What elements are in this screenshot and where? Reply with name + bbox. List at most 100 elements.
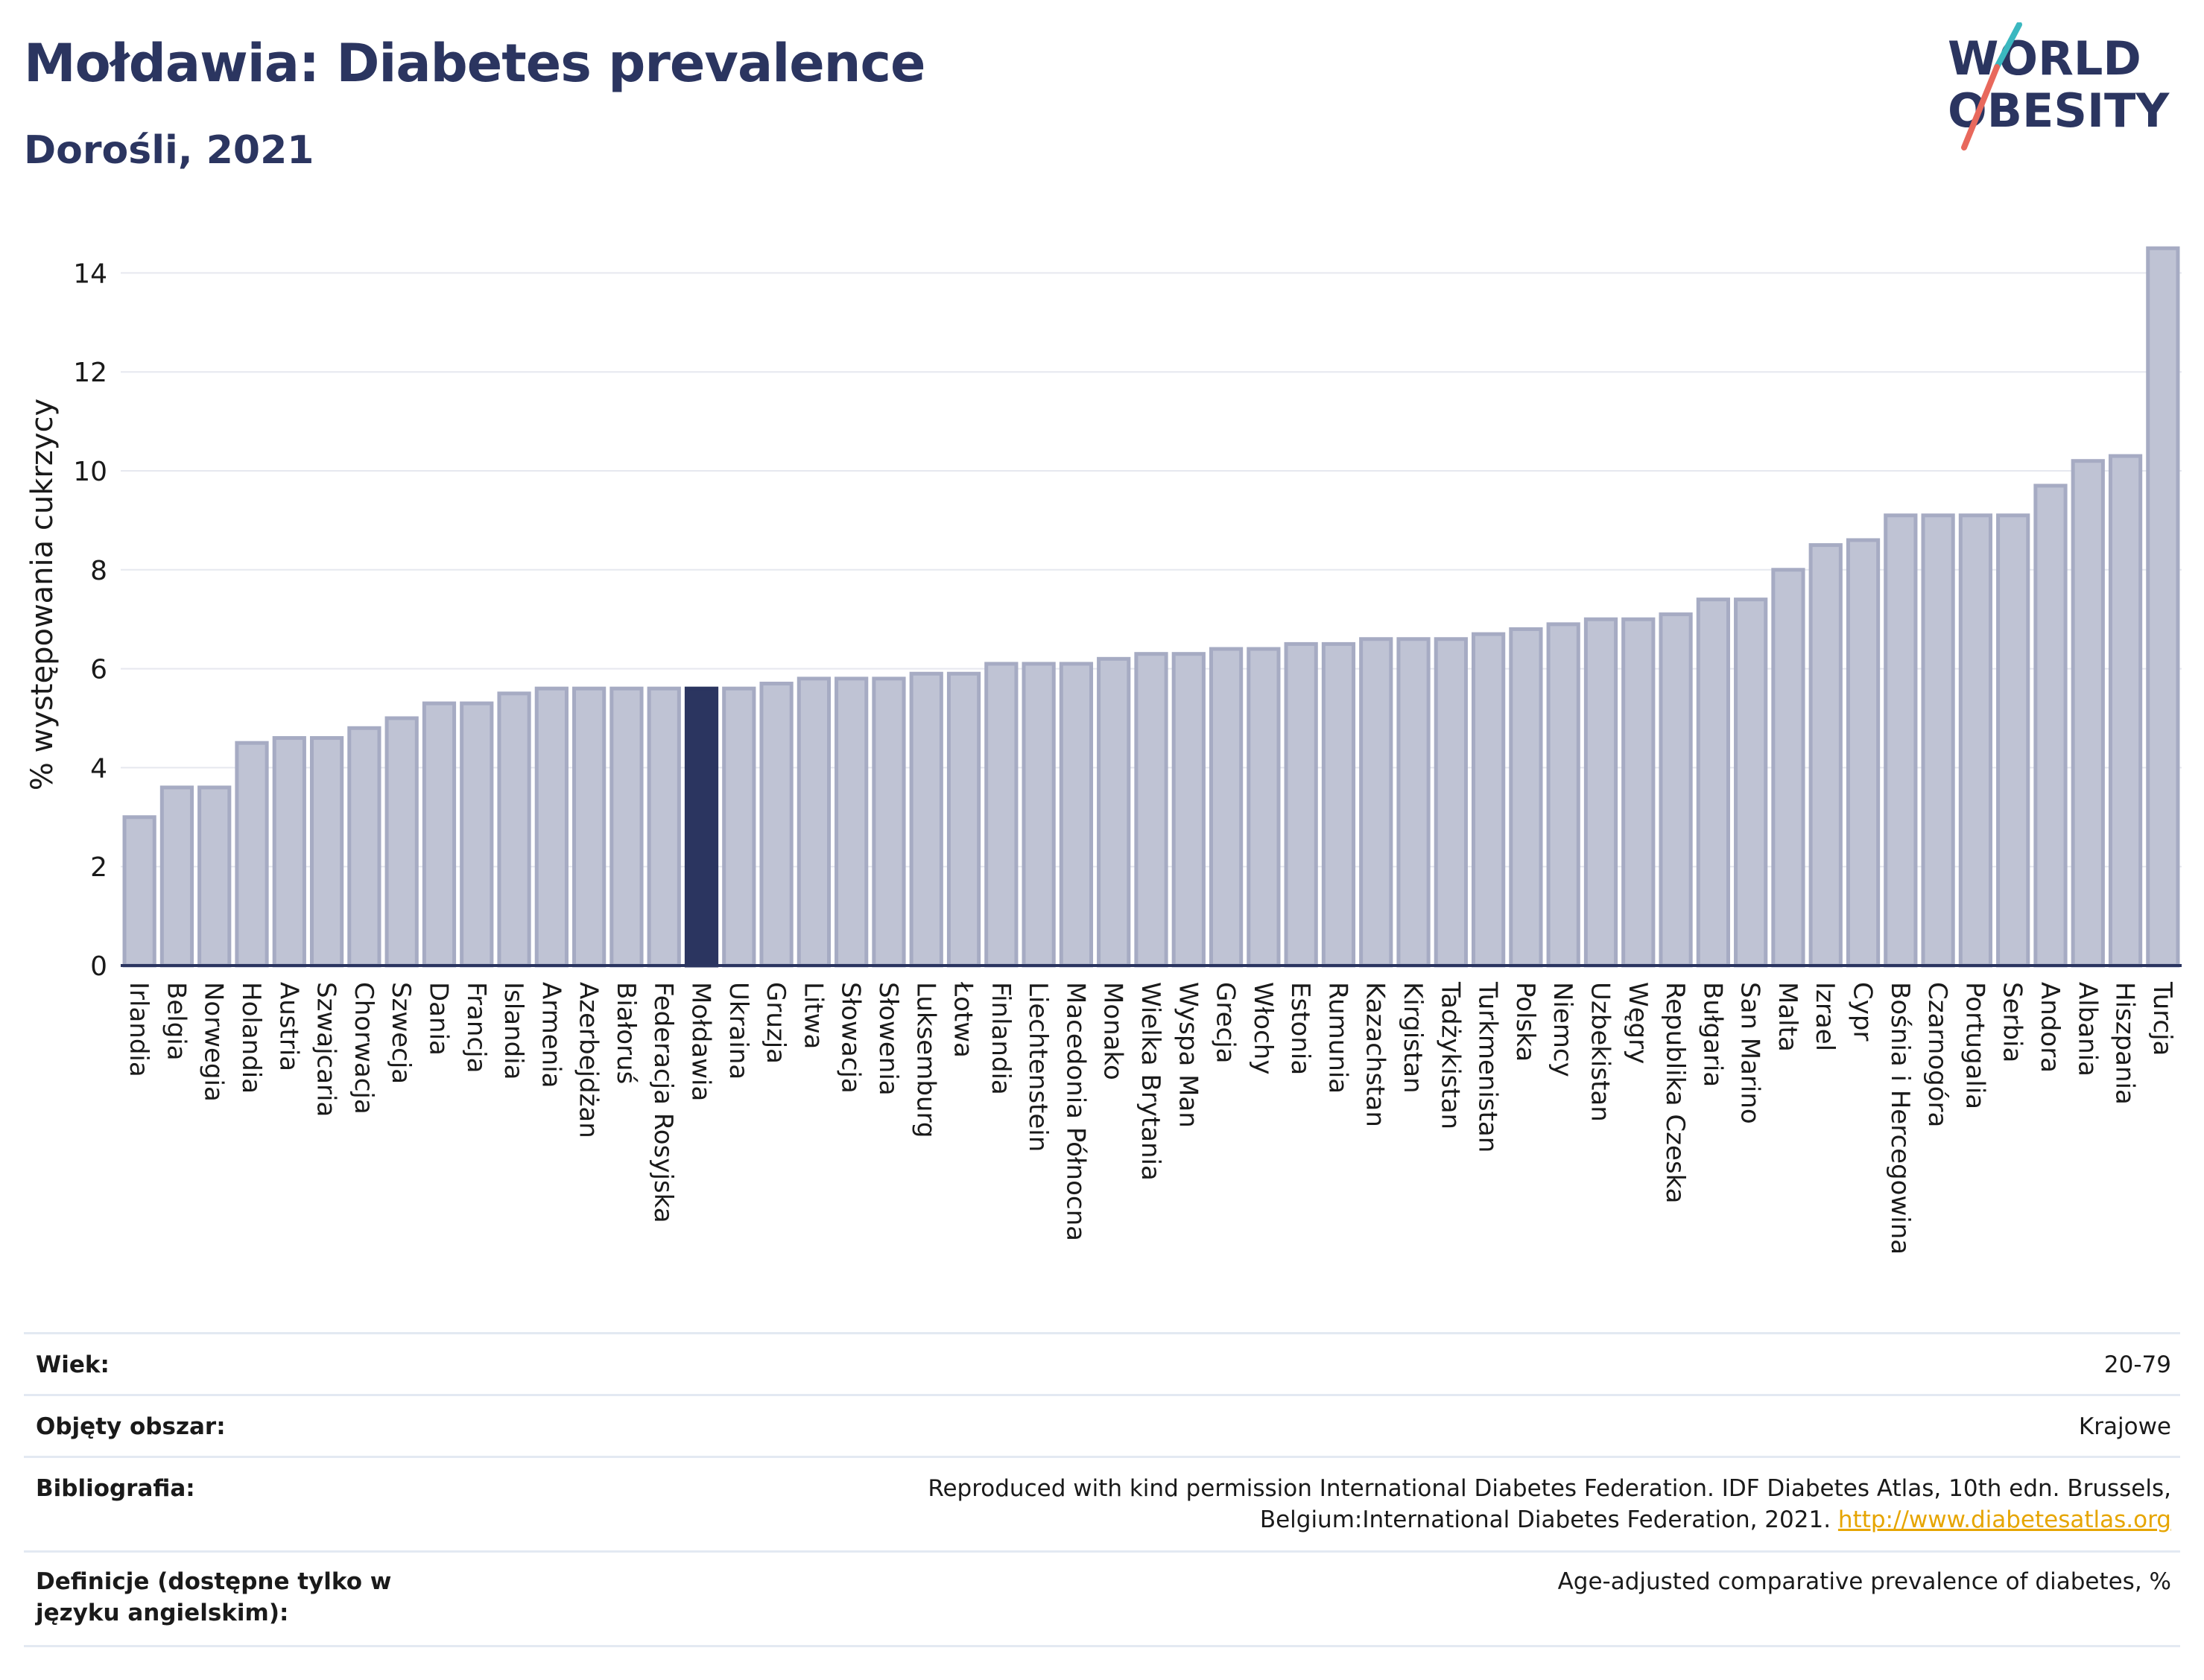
bar bbox=[1846, 538, 1881, 968]
bar bbox=[1247, 647, 1281, 968]
bar bbox=[197, 785, 232, 968]
bar bbox=[422, 701, 457, 968]
bar bbox=[1472, 632, 1506, 968]
bar bbox=[347, 726, 381, 968]
y-tick-label: 4 bbox=[90, 753, 107, 784]
bar bbox=[722, 686, 756, 968]
bar bbox=[1546, 622, 1580, 968]
x-tick-label: Kazachstan bbox=[1361, 982, 1390, 1127]
y-tick-label: 12 bbox=[73, 358, 107, 388]
x-tick-label: Węgry bbox=[1623, 982, 1653, 1064]
bibliography-link[interactable]: http://www.diabetesatlas.org bbox=[1837, 1506, 2171, 1533]
x-tick-label: Chorwacja bbox=[349, 982, 379, 1115]
meta-label: Definicje (dostępne tylko w języku angie… bbox=[36, 1568, 392, 1626]
bar bbox=[835, 676, 869, 968]
x-tick-label: Turkmenistan bbox=[1473, 981, 1503, 1153]
bar bbox=[2146, 246, 2180, 968]
bar bbox=[684, 686, 719, 968]
x-tick-label: Serbia bbox=[1998, 982, 2027, 1062]
x-tick-label: San Marino bbox=[1735, 982, 1765, 1124]
bar bbox=[1583, 617, 1618, 968]
x-tick-label: Wyspa Man bbox=[1173, 982, 1203, 1128]
x-tick-label: Kirgistan bbox=[1398, 982, 1428, 1094]
bar bbox=[1921, 513, 1955, 968]
bar bbox=[497, 691, 531, 968]
x-tick-label: Rumunia bbox=[1323, 982, 1352, 1094]
bar bbox=[534, 686, 569, 968]
y-axis-label: % występowania cukrzycy bbox=[25, 399, 60, 790]
bar bbox=[460, 701, 494, 968]
x-tick-label: Gruzja bbox=[761, 982, 791, 1064]
x-tick-label: Szwajcaria bbox=[311, 982, 341, 1117]
y-tick-label: 0 bbox=[90, 951, 107, 982]
x-tick-label: Turcja bbox=[2147, 981, 2177, 1056]
x-tick-label: Finlandia bbox=[986, 982, 1016, 1095]
x-tick-label: Austria bbox=[273, 982, 303, 1071]
bar bbox=[1059, 662, 1094, 968]
x-tick-label: Niemcy bbox=[1548, 982, 1577, 1077]
bar bbox=[572, 686, 607, 968]
x-tick-label: Macedonia Północna bbox=[1060, 982, 1090, 1241]
bar bbox=[1771, 568, 1805, 968]
x-tick-label: Litwa bbox=[798, 982, 828, 1049]
x-tick-label: Federacja Rosyjska bbox=[648, 982, 678, 1223]
bar-chart: 0 2 4 6 8 10 12 14 Irlandia Belgia Norwegia Holandi… bbox=[25, 246, 2182, 1255]
bar bbox=[1884, 513, 1918, 968]
x-tick-label: Bośnia i Hercegowina bbox=[1885, 982, 1915, 1255]
x-tick-label: Andora bbox=[2035, 982, 2065, 1073]
y-tick-label: 10 bbox=[73, 457, 107, 487]
y-tick-label: 2 bbox=[90, 852, 107, 883]
x-tick-label: Hiszpania bbox=[2110, 982, 2140, 1105]
page-subtitle: Dorośli, 2021 bbox=[24, 128, 314, 173]
x-tick-label: Francja bbox=[461, 982, 491, 1073]
bar bbox=[309, 736, 344, 968]
bar bbox=[1621, 617, 1656, 968]
x-tick-label: Uzbekistan bbox=[1585, 982, 1615, 1122]
bar bbox=[384, 716, 419, 968]
x-tick-label: Irlandia bbox=[124, 982, 153, 1077]
meta-row-age: Wiek: 20-79 bbox=[24, 1332, 2180, 1394]
x-tick-label: Malta bbox=[1773, 982, 1802, 1052]
bar bbox=[159, 785, 194, 968]
x-tick-label: Holandia bbox=[236, 982, 266, 1094]
meta-row-bibliography: Bibliografia: Reproduced with kind permi… bbox=[24, 1456, 2180, 1550]
meta-value: Age-adjusted comparative prevalence of d… bbox=[1557, 1568, 2171, 1595]
bar bbox=[1696, 597, 1730, 968]
logo-line1: WORLD bbox=[1948, 31, 2141, 86]
meta-label: Bibliografia: bbox=[36, 1475, 195, 1502]
bar bbox=[647, 686, 681, 968]
bar bbox=[797, 676, 831, 968]
meta-row-coverage: Objęty obszar: Krajowe bbox=[24, 1394, 2180, 1456]
x-tick-label: Łotwa bbox=[949, 981, 978, 1058]
y-tick-label: 6 bbox=[90, 655, 107, 685]
bar bbox=[1359, 637, 1393, 968]
bar bbox=[1996, 513, 2030, 968]
bar bbox=[1209, 647, 1244, 968]
bar bbox=[235, 741, 269, 968]
x-tick-label: Liechtenstein bbox=[1023, 982, 1053, 1152]
x-tick-label: Armenia bbox=[536, 982, 566, 1088]
page-title: Mołdawia: Diabetes prevalence bbox=[24, 33, 925, 94]
meta-label: Wiek: bbox=[36, 1351, 110, 1378]
x-tick-label: Albania bbox=[2072, 982, 2102, 1077]
x-tick-label: Izrael bbox=[1810, 982, 1840, 1051]
bar bbox=[1734, 597, 1768, 968]
bar bbox=[984, 662, 1019, 968]
x-tick-label: Luksemburg bbox=[911, 982, 940, 1138]
meta-label: Objęty obszar: bbox=[36, 1413, 226, 1440]
bar bbox=[1022, 662, 1056, 968]
x-tick-label: Republika Czeska bbox=[1660, 982, 1690, 1204]
x-tick-label: Słowacja bbox=[836, 982, 866, 1094]
bar bbox=[909, 671, 943, 968]
x-tick-label: Norwegia bbox=[199, 982, 229, 1102]
x-tick-label: Ukraina bbox=[723, 982, 753, 1080]
x-tick-label: Czarnogóra bbox=[1922, 982, 1952, 1127]
bar bbox=[1284, 641, 1318, 968]
x-tick-label: Białoruś bbox=[611, 982, 641, 1084]
bar bbox=[759, 682, 794, 968]
metadata-table: Wiek: 20-79 Objęty obszar: Krajowe Bibli… bbox=[24, 1332, 2180, 1647]
y-tick-label: 14 bbox=[73, 259, 107, 289]
x-tick-label: Monako bbox=[1098, 982, 1128, 1080]
bar bbox=[1509, 627, 1543, 968]
bibliography-text: Reproduced with kind permission Internat… bbox=[928, 1475, 2171, 1533]
